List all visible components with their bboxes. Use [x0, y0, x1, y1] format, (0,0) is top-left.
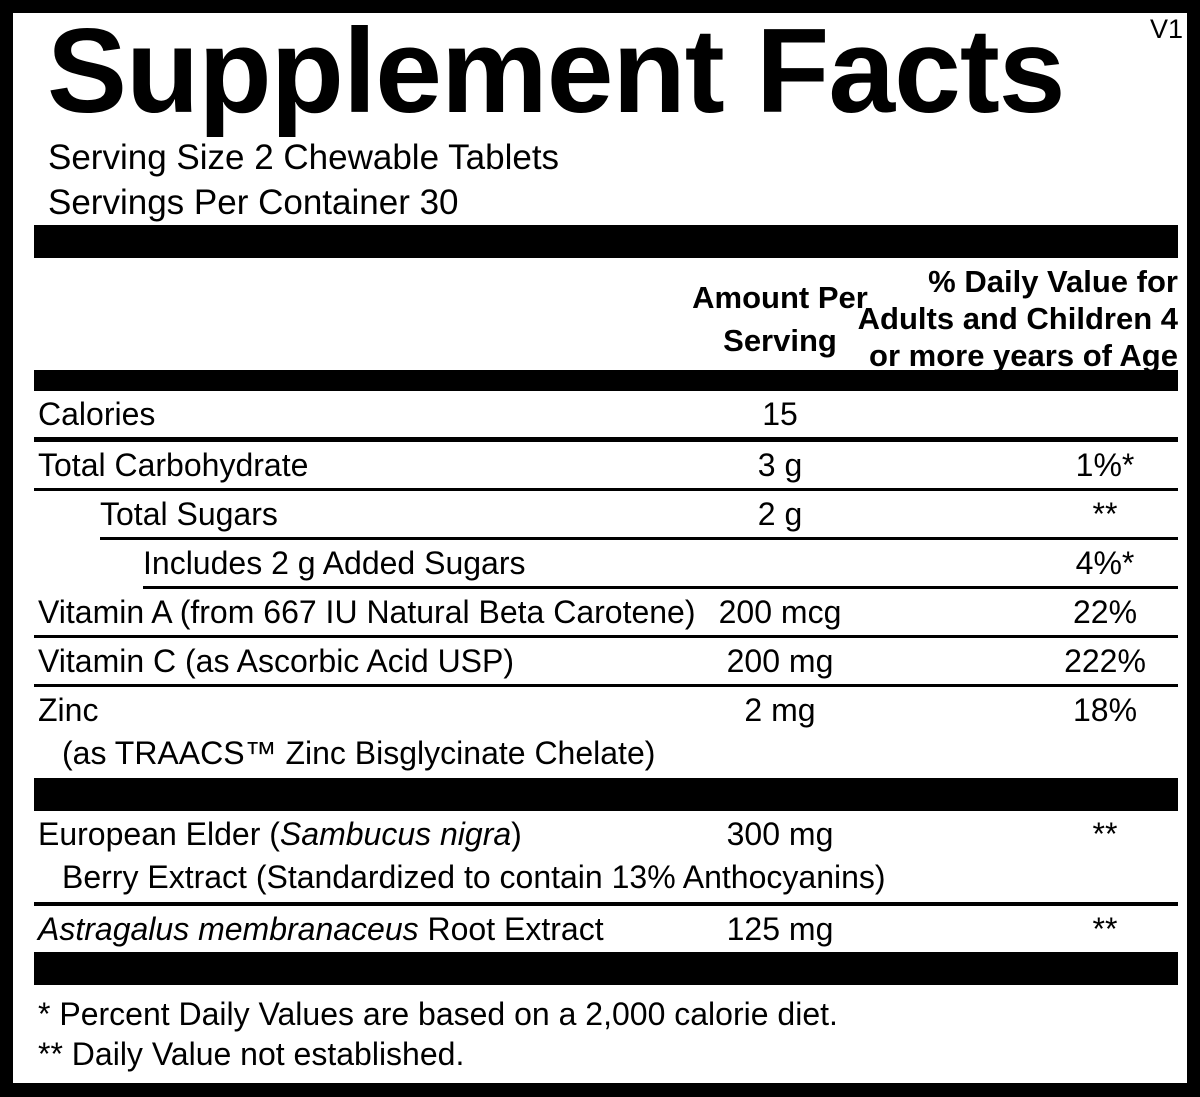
amount-value: 125 mg: [726, 911, 834, 947]
label-title: Supplement Facts: [47, 4, 1066, 138]
column-headers: Amount Per Serving % Daily Value for Adu…: [34, 258, 1178, 373]
amount-header-line: Serving: [723, 323, 837, 358]
footnote-daily-values: * Percent Daily Values are based on a 2,…: [38, 996, 838, 1032]
name-segment: Zinc: [38, 692, 99, 728]
name-segment: Calories: [38, 396, 156, 432]
name-segment: Total Sugars: [100, 496, 278, 532]
table-row: Calories 15: [34, 391, 1178, 437]
row-separator: [100, 537, 1178, 540]
row-separator: [34, 902, 1178, 906]
nutrient-name: Calories: [34, 391, 1178, 437]
name-segment: Sambucus nigra: [279, 816, 512, 852]
divider-bar-middle: [34, 778, 1178, 811]
footnote-not-established: ** Daily Value not established.: [38, 1036, 465, 1072]
name-segment: European Elder (: [38, 816, 280, 852]
table-row: Vitamin C (as Ascorbic Acid USP) 200 mg 22…: [34, 638, 1178, 684]
table-row: Vitamin A (from 667 IU Natural Beta Caro…: [34, 589, 1178, 635]
serving-info: Serving Size 2 Chewable Tablets Servings…: [48, 135, 1178, 225]
nutrient-name-continued: Berry Extract (Standardized to contain 1…: [34, 857, 1178, 902]
name-segment: Astragalus membranaceus: [38, 911, 419, 947]
row-separator: [34, 437, 1178, 442]
serving-size-line: Serving Size 2 Chewable Tablets: [48, 138, 560, 177]
daily-value: 4%*: [1075, 545, 1135, 581]
amount-value: 3 g: [757, 447, 803, 483]
dv-header-line: % Daily Value for: [928, 264, 1178, 299]
divider-bar-top: [34, 225, 1178, 258]
table-row: Total Sugars 2 g **: [34, 491, 1178, 537]
nutrient-name: Total Carbohydrate: [34, 442, 1178, 488]
label-content: Supplement Facts Serving Size 2 Chewable…: [34, 4, 1178, 1074]
nutrient-name: European Elder (Sambucus nigra): [34, 811, 1178, 857]
daily-value: 22%: [1072, 594, 1138, 630]
table-row: Astragalus membranaceus Root Extract 125 …: [34, 906, 1178, 952]
daily-value: **: [1092, 816, 1118, 852]
nutrient-name: Total Sugars: [34, 491, 1178, 537]
daily-value-header: % Daily Value for Adults and Children 4 …: [858, 263, 1178, 374]
name-segment: Total Carbohydrate: [38, 447, 309, 483]
nutrient-name: Astragalus membranaceus Root Extract: [34, 906, 1178, 952]
daily-value: **: [1092, 911, 1118, 947]
dv-header-line: Adults and Children 4: [857, 301, 1178, 336]
row-separator: [34, 635, 1178, 638]
nutrient-table: Calories 15 Total Carbohydrate 3 g 1%* Total …: [34, 391, 1178, 778]
table-row: Zinc (as TRAACS™ Zinc Bisglycinate Chelat…: [34, 687, 1178, 778]
row-separator: [34, 684, 1178, 687]
divider-bar-header: [34, 370, 1178, 391]
nutrient-name: Vitamin C (as Ascorbic Acid USP): [34, 638, 1178, 684]
name-segment: (as TRAACS™ Zinc Bisglycinate Chelate): [62, 735, 656, 771]
divider-bar-bottom: [34, 952, 1178, 985]
name-segment: Berry Extract (Standardized to contain 1…: [62, 859, 886, 895]
amount-per-serving-header: Amount Per Serving: [650, 276, 910, 362]
amount-value: 200 mg: [726, 643, 834, 679]
botanical-table: European Elder (Sambucus nigra) Berry Ext…: [34, 811, 1178, 952]
amount-value: 200 mcg: [718, 594, 842, 630]
table-row: Total Carbohydrate 3 g 1%*: [34, 442, 1178, 488]
amount-value: 300 mg: [726, 816, 834, 852]
name-segment: Root Extract: [418, 911, 604, 947]
daily-value: 1%*: [1075, 447, 1135, 483]
amount-value: 15: [762, 396, 798, 432]
name-segment: Includes 2 g Added Sugars: [143, 545, 526, 581]
table-row: European Elder (Sambucus nigra) Berry Ext…: [34, 811, 1178, 902]
name-segment: Vitamin A (from 667 IU Natural Beta Caro…: [38, 594, 696, 630]
nutrient-name-continued: (as TRAACS™ Zinc Bisglycinate Chelate): [34, 733, 1178, 778]
nutrient-name: Includes 2 g Added Sugars: [34, 540, 1178, 586]
row-separator: [143, 586, 1178, 589]
servings-per-container-line: Servings Per Container 30: [48, 183, 459, 222]
amount-value: 2 mg: [744, 692, 816, 728]
footnote-section: * Percent Daily Values are based on a 2,…: [34, 994, 1178, 1074]
daily-value: 18%: [1072, 692, 1138, 728]
name-segment: ): [511, 816, 522, 852]
row-separator: [34, 488, 1178, 491]
dv-header-line: or more years of Age: [869, 338, 1178, 373]
table-row: Includes 2 g Added Sugars 4%*: [34, 540, 1178, 586]
version-tag: V1: [1149, 14, 1183, 44]
name-segment: Vitamin C (as Ascorbic Acid USP): [38, 643, 515, 679]
nutrient-name: Vitamin A (from 667 IU Natural Beta Caro…: [34, 589, 1178, 635]
daily-value: **: [1092, 496, 1118, 532]
amount-value: 2 g: [757, 496, 803, 532]
label-panel: V1 Supplement Facts Serving Size 2 Chewa…: [13, 4, 1187, 1083]
daily-value: 222%: [1064, 643, 1146, 679]
nutrient-name: Zinc: [34, 687, 1178, 733]
amount-header-line: Amount Per: [692, 280, 868, 315]
